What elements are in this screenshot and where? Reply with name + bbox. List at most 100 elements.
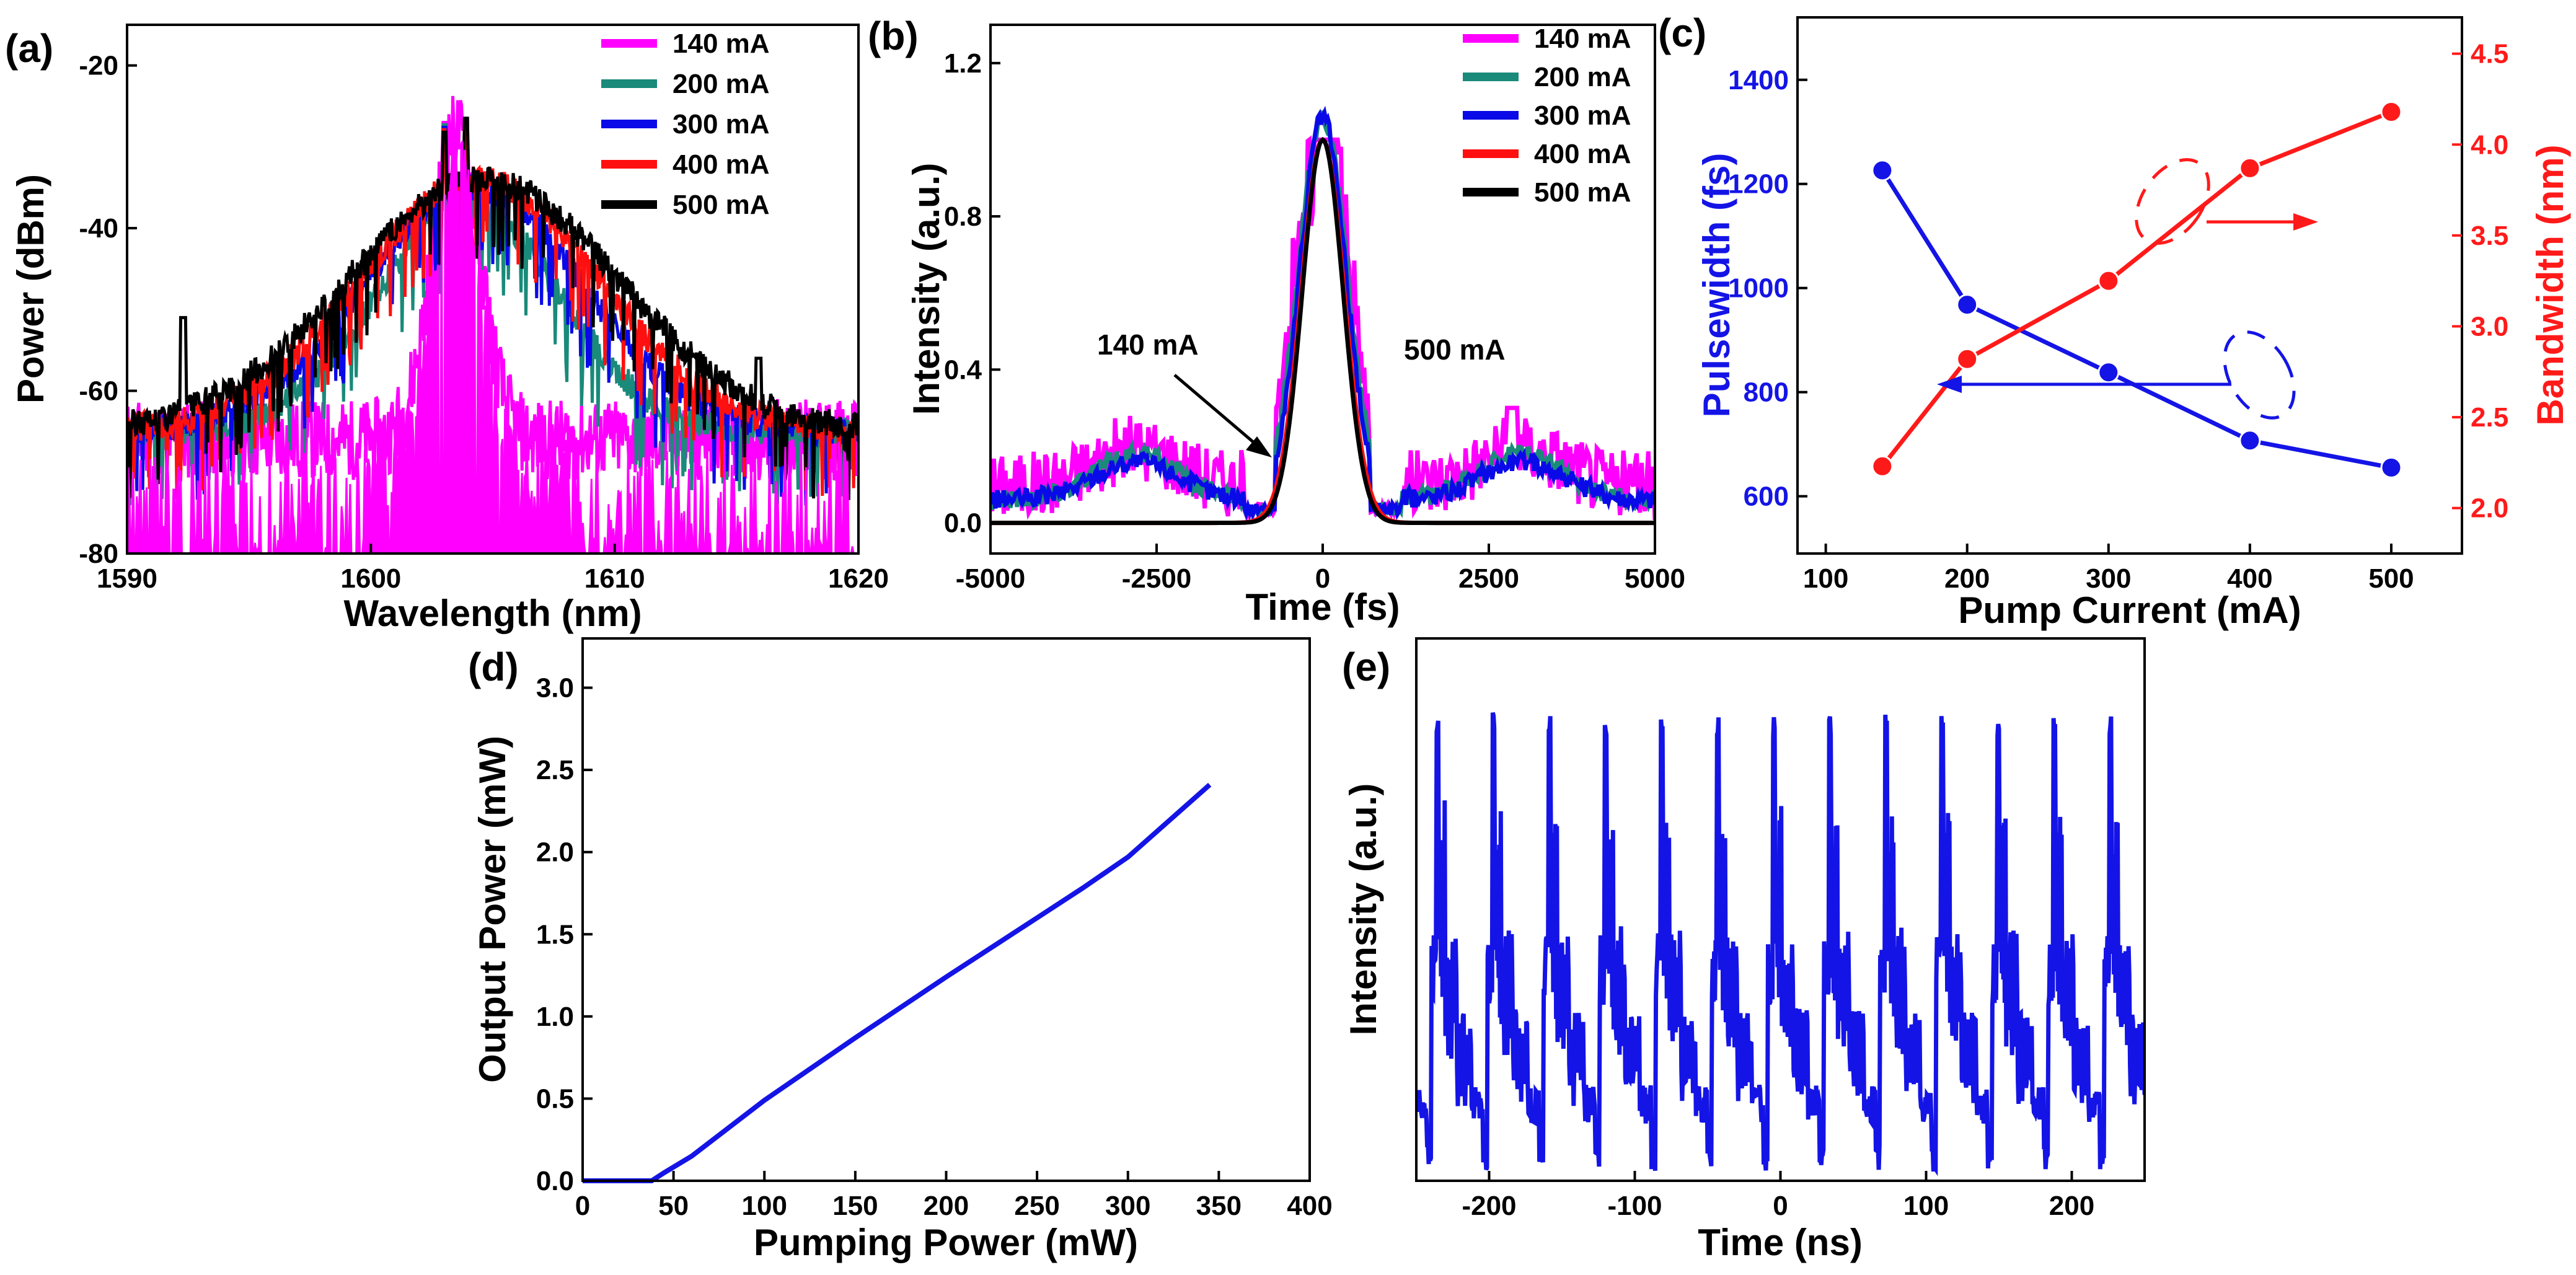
panel-c-ytick-label-2: 1000 — [1728, 273, 1789, 304]
panel-d-xtick-label-2: 100 — [742, 1191, 787, 1221]
panel-c-point-pulsewidth-200 — [1956, 294, 1978, 316]
panel-b-legend: 140 mA 200 mA 300 mA 400 mA 500 mA — [1463, 24, 1631, 208]
panel-a-ytick-label-1: -60 — [79, 376, 118, 407]
panel-b-legend-label-0: 140 mA — [1534, 24, 1631, 54]
panel-d-xtick-label-1: 50 — [658, 1191, 689, 1221]
panel-a-legend-label-3: 400 mA — [673, 149, 770, 180]
panel-c-ytick-right-label-2: 3.0 — [2471, 311, 2508, 342]
panel-b-xtick-label-4: 5000 — [1625, 563, 1685, 594]
panel-b-legend-label-2: 300 mA — [1534, 100, 1631, 131]
panel-c-red-ellipse-arrow — [2135, 158, 2318, 245]
panel-a: (a) 1590 1600 1610 1620 -80 -60 -40 -20 Wavelen… — [5, 24, 889, 634]
panel-d-label: (d) — [468, 645, 519, 689]
panel-b-legend-label-3: 400 mA — [1534, 139, 1631, 169]
panel-d-xtick-label-8: 400 — [1287, 1191, 1332, 1221]
panel-b-legend-label-1: 200 mA — [1534, 62, 1631, 92]
panel-c-ytick-label-0: 600 — [1744, 482, 1789, 512]
panel-e-ticks: -200 -100 0 100 200 — [1462, 1171, 2094, 1221]
panel-e-trace — [1416, 712, 2145, 1176]
panel-a-series — [127, 95, 858, 554]
panel-b-annotation-500: 500 mA — [1404, 333, 1506, 366]
panel-c-ytick-right-label-0: 2.0 — [2471, 493, 2508, 524]
panel-c-ylabel-right: Bandwidth (nm) — [2530, 144, 2571, 425]
panel-d-ytick-label-5: 2.5 — [536, 755, 574, 785]
panel-e-xtick-label-0: -200 — [1462, 1191, 1516, 1221]
panel-d-ytick-label-0: 0.0 — [536, 1166, 574, 1196]
panel-c-xtick-label-3: 400 — [2227, 563, 2272, 594]
panel-c-point-bandwidth-140 — [1871, 455, 1894, 477]
panel-b-ytick-label-3: 1.2 — [944, 48, 982, 79]
panel-b-series-500-mA — [990, 136, 1655, 526]
panel-a-series-140-fill — [127, 141, 858, 554]
panel-c-ytick-right-label-4: 4.0 — [2471, 130, 2508, 160]
panel-d-xtick-label-0: 0 — [575, 1191, 590, 1221]
panel-a-xtick-label-3: 1620 — [828, 563, 889, 594]
panel-a-legend: 140 mA 200 mA 300 mA 400 mA 500 mA — [601, 29, 770, 220]
panel-e-ylabel: Intensity (a.u.) — [1343, 783, 1384, 1036]
panel-b-xtick-label-3: 2500 — [1458, 563, 1519, 594]
panel-e-xtick-label-2: 0 — [1773, 1191, 1788, 1221]
panel-b-xtick-label-1: -2500 — [1122, 563, 1192, 594]
panel-e-xtick-label-4: 200 — [2049, 1191, 2094, 1221]
panel-b-series-300-mA — [990, 105, 1655, 521]
panel-b-ylabel: Intensity (a.u.) — [906, 163, 947, 415]
panel-c-point-pulsewidth-140 — [1871, 159, 1894, 182]
panel-b: (b) -5000 -2500 0 2500 5000 0.0 0.4 0.8 1.2 Time… — [868, 14, 1685, 628]
panel-d-xtick-label-5: 250 — [1014, 1191, 1059, 1221]
panel-a-legend-label-1: 200 mA — [673, 69, 770, 99]
panel-c-point-bandwidth-300 — [2097, 270, 2120, 292]
panel-e-xlabel: Time (ns) — [1698, 1222, 1863, 1263]
panel-c-line-pulsewidth — [1880, 169, 2392, 470]
panel-d-curve — [583, 783, 1212, 1183]
panel-d-series — [583, 783, 1212, 1183]
panel-c-point-pulsewidth-500 — [2380, 456, 2402, 479]
panel-b-annotation-140: 140 mA — [1097, 329, 1199, 361]
panel-c-xtick-label-4: 500 — [2368, 563, 2414, 594]
panel-d: (d) 0 50 100 150 200 250 300 350 400 0.0 0.5 1.0 1.5… — [468, 637, 1333, 1263]
panel-b-ytick-label-2: 0.8 — [944, 201, 982, 232]
panel-c-point-bandwidth-200 — [1956, 348, 1978, 370]
panel-a-series-500-mA — [127, 117, 858, 500]
panel-e: (e) -200 -100 0 100 200 Time (ns) Intensity … — [1342, 637, 2146, 1263]
panel-b-ytick-label-1: 0.4 — [944, 355, 982, 385]
panel-a-legend-label-0: 140 mA — [673, 29, 770, 59]
panel-d-ytick-label-4: 2.0 — [536, 837, 574, 868]
panel-d-xtick-label-6: 300 — [1105, 1191, 1150, 1221]
panel-c-xtick-label-2: 300 — [2086, 563, 2131, 594]
panel-e-xtick-label-1: -100 — [1607, 1191, 1662, 1221]
panel-d-frame — [581, 637, 1311, 1182]
panel-a-xtick-label-2: 1610 — [584, 563, 645, 594]
panel-b-ytick-label-0: 0.0 — [944, 508, 982, 539]
panel-c-point-bandwidth-400 — [2239, 157, 2261, 179]
panel-b-xlabel: Time (fs) — [1246, 586, 1400, 628]
panel-a-xtick-label-0: 1590 — [97, 563, 157, 594]
panel-a-label: (a) — [5, 26, 53, 71]
panel-b-series — [990, 105, 1655, 526]
panel-d-xtick-label-3: 150 — [832, 1191, 878, 1221]
panel-c-xtick-label-1: 200 — [1944, 563, 1990, 594]
panel-a-ticks: 1590 1600 1610 1620 -80 -60 -40 -20 — [79, 51, 889, 594]
panel-b-xtick-label-2: 0 — [1315, 563, 1330, 594]
panel-c-point-pulsewidth-400 — [2239, 430, 2261, 452]
panel-d-xtick-label-4: 200 — [924, 1191, 969, 1221]
panel-b-label: (b) — [868, 14, 919, 58]
panel-c-series — [1871, 100, 2402, 479]
panel-d-ytick-label-1: 0.5 — [536, 1083, 574, 1114]
panel-d-ytick-label-2: 1.0 — [536, 1002, 574, 1032]
panel-c-xtick-label-0: 100 — [1803, 563, 1848, 594]
panel-c-ytick-right-label-1: 2.5 — [2471, 402, 2508, 433]
panel-b-ticks: -5000 -2500 0 2500 5000 0.0 0.4 0.8 1.2 — [944, 48, 1685, 594]
panel-d-ylabel: Output Power (mW) — [472, 736, 513, 1083]
panel-a-xtick-label-1: 1600 — [340, 563, 401, 594]
panel-c-xlabel: Pump Current (mA) — [1958, 589, 2301, 631]
panel-c-frame — [1796, 16, 2463, 555]
panel-b-annotation-arrow — [1173, 374, 1272, 457]
panel-c: (c) 100 200 300 400 500 600 800 1000 1200 1400 2.0… — [1658, 11, 2571, 631]
panel-d-xlabel: Pumping Power (mW) — [754, 1222, 1138, 1263]
panel-a-ylabel: Power (dBm) — [10, 174, 51, 404]
panel-c-label: (c) — [1658, 11, 1706, 55]
panel-e-xtick-label-3: 100 — [1903, 1191, 1949, 1221]
panel-a-frame — [126, 24, 860, 555]
panel-a-ytick-label-2: -40 — [79, 213, 118, 244]
panel-d-ticks: 0 50 100 150 200 250 300 350 400 0.0 0.5 1.0 1.5 2.0 2… — [536, 673, 1333, 1221]
